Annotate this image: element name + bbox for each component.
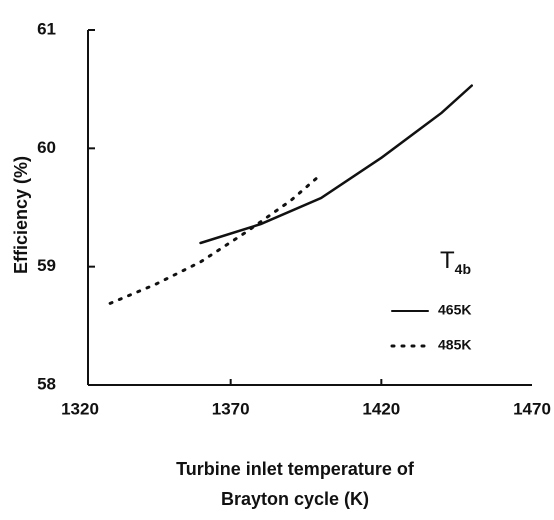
x-tick-label: 1370 xyxy=(212,399,250,418)
y-tick-label: 58 xyxy=(37,374,56,393)
legend-title: T4b xyxy=(440,247,471,276)
legend-label: 465K xyxy=(438,302,471,318)
legend-title-sub: 4b xyxy=(455,261,471,277)
series-line xyxy=(108,172,323,305)
x-tick-label: 1420 xyxy=(362,399,400,418)
x-axis-label: Turbine inlet temperature of xyxy=(176,459,415,479)
legend-title-main: T xyxy=(440,247,455,274)
x-axis-label: Brayton cycle (K) xyxy=(221,489,369,509)
legend-label: 485K xyxy=(438,337,471,353)
y-tick-label: 60 xyxy=(37,138,56,157)
series-line xyxy=(199,84,473,245)
x-tick-label: 1470 xyxy=(513,399,551,418)
x-tick-label: 1320 xyxy=(61,399,99,418)
y-tick-label: 59 xyxy=(37,256,56,275)
y-tick-label: 61 xyxy=(37,19,56,38)
y-axis-label: Efficiency (%) xyxy=(11,156,31,274)
